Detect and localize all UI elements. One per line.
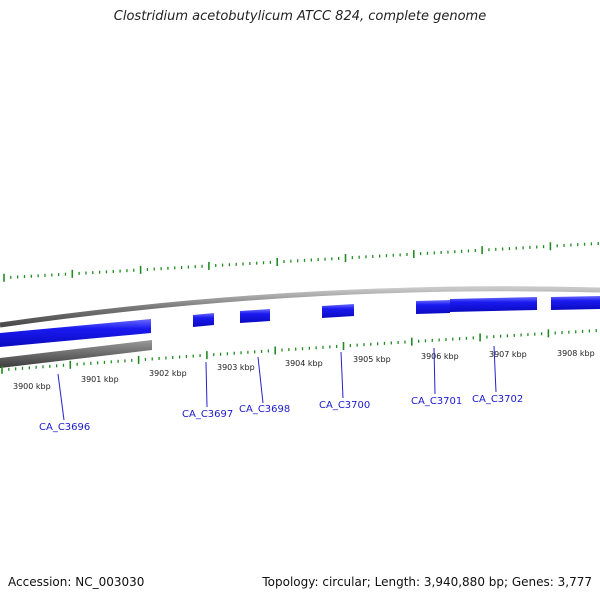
gene-leader-line	[57, 373, 65, 421]
accession-text: Accession: NC_003030	[8, 575, 145, 589]
gene-block	[322, 304, 354, 318]
scale-label: 3903 kbp	[217, 363, 255, 372]
scale-label: 3908 kbp	[557, 349, 595, 358]
gene-block	[450, 297, 537, 312]
gene-label[interactable]: CA_C3698	[239, 404, 290, 415]
scale-label: 3907 kbp	[489, 350, 527, 359]
gene-leader-line	[433, 347, 436, 395]
gene-label[interactable]: CA_C3697	[182, 409, 233, 420]
gene-leader-line	[257, 356, 264, 404]
scale-label: 3900 kbp	[13, 382, 51, 391]
scale-label: 3902 kbp	[149, 369, 187, 378]
gene-block	[416, 300, 450, 314]
gene-label[interactable]: CA_C3701	[411, 396, 462, 407]
scale-label: 3904 kbp	[285, 359, 323, 368]
gene-block	[551, 296, 600, 310]
gene-label[interactable]: CA_C3700	[319, 400, 370, 411]
gene-block	[193, 313, 214, 327]
backbone-outer	[0, 286, 600, 328]
scale-label: 3906 kbp	[421, 352, 459, 361]
gene-label[interactable]: CA_C3702	[472, 394, 523, 405]
gene-leader-line	[205, 361, 208, 408]
scale-label: 3901 kbp	[81, 375, 119, 384]
gene-label[interactable]: CA_C3696	[39, 422, 90, 433]
gene-block	[0, 319, 151, 347]
scale-label: 3905 kbp	[353, 355, 391, 364]
gene-block	[240, 309, 270, 323]
genome-summary-text: Topology: circular; Length: 3,940,880 bp…	[262, 575, 592, 589]
gene-leader-line	[340, 351, 344, 399]
gene-leader-line	[493, 345, 497, 393]
backbone-inner-segment	[0, 340, 152, 368]
map-title: Clostridium acetobutylicum ATCC 824, com…	[113, 9, 487, 24]
